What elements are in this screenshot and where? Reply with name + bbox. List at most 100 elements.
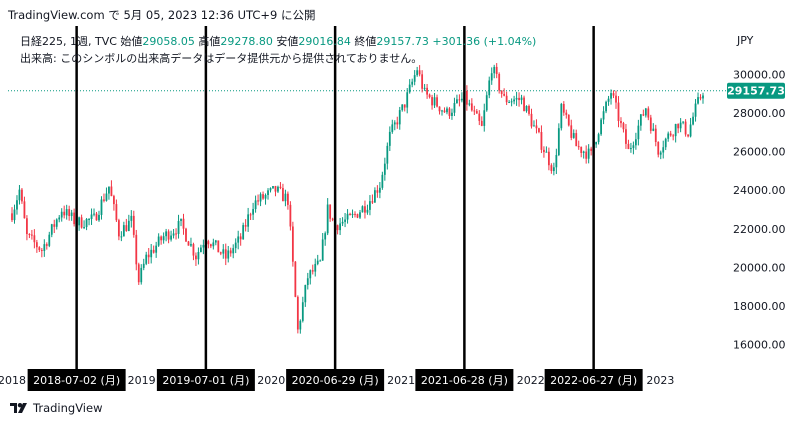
candle-body xyxy=(468,103,471,105)
candle-body xyxy=(538,128,540,133)
candle-body xyxy=(239,236,242,240)
candle-body xyxy=(13,209,16,221)
footer-brand[interactable]: TradingView xyxy=(9,401,102,415)
candle-body xyxy=(416,70,419,76)
candle-body xyxy=(254,200,257,210)
candle-body xyxy=(98,214,100,221)
candle-body xyxy=(80,217,83,228)
marker-date-box xyxy=(27,369,126,391)
candle-body xyxy=(371,201,374,203)
candle-body xyxy=(408,84,411,93)
candle-body xyxy=(249,214,252,216)
candle-body xyxy=(130,215,133,221)
y-tick-label: 24000.00 xyxy=(733,184,786,197)
candle-body xyxy=(610,93,612,99)
candle-body xyxy=(401,104,404,111)
candle-body xyxy=(470,103,473,111)
candle-body xyxy=(55,219,58,227)
candle-body xyxy=(26,218,28,235)
candle-body xyxy=(567,114,570,126)
candle-body xyxy=(284,193,287,202)
candle-body xyxy=(137,264,140,283)
marker-date-label: 2021-06-28 (月) xyxy=(421,374,508,387)
candle-body xyxy=(200,247,202,253)
x-year-label: 2021 xyxy=(387,374,415,387)
candle-body xyxy=(475,111,478,114)
candle-body xyxy=(177,220,180,234)
candle-body xyxy=(436,97,438,107)
candle-body xyxy=(669,133,672,136)
candle-body xyxy=(523,97,525,112)
candle-body xyxy=(426,87,428,95)
candle-body xyxy=(423,87,426,89)
candle-body xyxy=(682,121,685,123)
candle-body xyxy=(540,132,543,150)
candle-body xyxy=(543,149,545,153)
candle-body xyxy=(421,74,424,89)
marker-date-label: 2020-06-29 (月) xyxy=(292,374,379,387)
last-price-tag[interactable] xyxy=(727,82,785,99)
candle-body xyxy=(16,200,18,210)
marker-date-box xyxy=(156,369,255,391)
candle-body xyxy=(630,148,632,150)
candle-body xyxy=(88,218,90,220)
time-axis: 2018 2019 2020 2021 2022 2023 xyxy=(0,374,674,387)
candle-body xyxy=(339,223,342,231)
symbol-label[interactable]: 日経225, 1週, TVC xyxy=(20,35,117,48)
candle-body xyxy=(296,296,299,330)
candle-body xyxy=(18,189,21,201)
candle-body xyxy=(264,195,267,199)
candle-body xyxy=(644,108,647,116)
candle-body xyxy=(152,249,155,253)
candle-body xyxy=(364,206,366,213)
candle-body xyxy=(587,148,590,159)
candle-body xyxy=(378,187,381,193)
candle-body xyxy=(359,212,361,218)
candle-body xyxy=(490,73,493,81)
publish-info: TradingView.com で 5月 05, 2023 12:36 UTC+… xyxy=(8,8,316,22)
candle-body xyxy=(634,139,637,146)
candle-body xyxy=(428,94,431,98)
candle-body xyxy=(33,235,36,243)
candle-body xyxy=(147,254,150,258)
candle-body xyxy=(557,128,560,155)
candle-body xyxy=(122,225,125,237)
candle-body xyxy=(108,186,110,194)
candle-body xyxy=(150,249,153,258)
candle-body xyxy=(244,225,247,227)
candle-body xyxy=(247,214,250,227)
candle-body xyxy=(259,194,262,202)
candle-body xyxy=(324,233,327,240)
candle-body xyxy=(78,217,81,226)
candle-body xyxy=(321,239,324,261)
candle-body xyxy=(257,200,259,202)
candle-body xyxy=(550,165,553,172)
x-year-label: 2022 xyxy=(517,374,545,387)
candle-body xyxy=(336,225,339,231)
candle-body xyxy=(294,261,297,297)
x-year-label: 2019 xyxy=(128,374,156,387)
candle-body xyxy=(654,128,657,142)
candle-body xyxy=(50,224,53,235)
candle-body xyxy=(595,142,598,145)
candle-body xyxy=(287,193,289,205)
candle-body xyxy=(443,110,446,113)
candle-body xyxy=(351,213,354,216)
candle-body xyxy=(234,242,237,249)
candle-body xyxy=(525,105,528,112)
candle-body xyxy=(433,97,436,106)
candle-body xyxy=(393,122,396,125)
y-tick-label: 26000.00 xyxy=(733,146,786,159)
candle-body xyxy=(291,226,294,262)
candle-body xyxy=(73,212,76,225)
candlestick-series xyxy=(11,63,704,334)
candle-body xyxy=(510,101,513,103)
candle-body xyxy=(356,214,359,218)
candle-body xyxy=(649,117,652,131)
candle-body xyxy=(528,105,530,114)
candle-body xyxy=(304,285,307,303)
candle-body xyxy=(349,213,351,216)
candle-body xyxy=(252,209,255,215)
y-tick-label: 16000.00 xyxy=(733,339,786,352)
